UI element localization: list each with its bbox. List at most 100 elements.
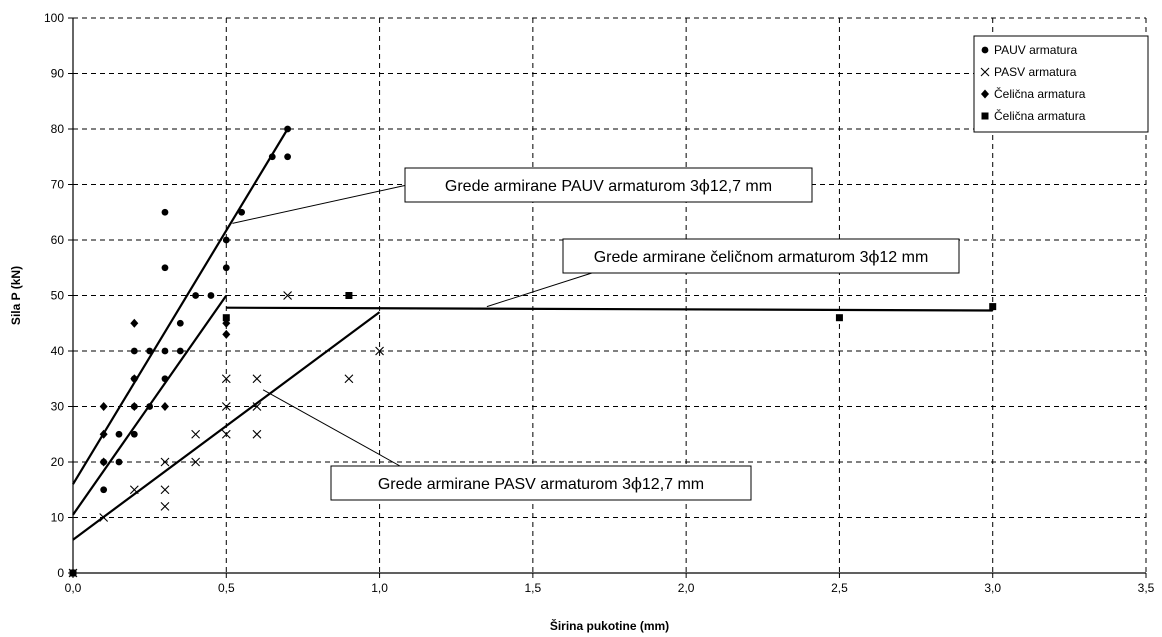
annotation-phi-symbol: ϕ	[699, 176, 710, 195]
data-point-circle	[161, 347, 169, 355]
data-point-circle	[284, 125, 291, 133]
data-point-circle	[146, 403, 154, 410]
data-point-diamond	[99, 457, 108, 467]
data-point-x	[191, 429, 201, 439]
annotation-text-after: 12,7 mm	[710, 178, 772, 195]
annotation-text-before: Grede armirane PAUV armaturom 3	[445, 178, 699, 195]
x-tick-label: 1,5	[525, 581, 542, 595]
x-marker-stroke	[221, 429, 231, 439]
annotation-box	[330, 465, 752, 501]
data-point-x	[160, 502, 170, 511]
data-point-x	[252, 429, 262, 439]
annotation-text-before: Grede armirane čeličnom armaturom 3	[594, 249, 869, 266]
data-point-square	[222, 314, 230, 322]
data-point-circle	[284, 153, 291, 161]
data-point-circle	[161, 208, 169, 216]
annotation-box	[404, 167, 813, 203]
annotation-text-after: 12,7 mm	[642, 476, 704, 493]
x-tick-label: 2,0	[678, 581, 695, 595]
x-tick-label: 3,0	[984, 581, 1001, 595]
data-point-circle	[238, 208, 246, 216]
legend: PAUV armatura PASV armatura Čelična armatu…	[973, 35, 1149, 133]
x-marker-stroke	[283, 291, 292, 300]
y-tick-label: 100	[44, 11, 64, 25]
x-marker-stroke	[160, 502, 170, 511]
annotation-text-after: 12 mm	[879, 249, 928, 266]
data-point-x	[283, 291, 292, 300]
annotation-phi-symbol: ϕ	[868, 247, 879, 266]
x-marker-stroke	[160, 457, 170, 467]
x-tick-label: 3,5	[1138, 581, 1155, 595]
x-marker-stroke	[160, 485, 170, 495]
x-marker-stroke	[99, 513, 109, 522]
annotation-label: Grede armirane PAUV armaturom 3ϕ12,7 mm	[445, 176, 772, 195]
x-marker-stroke	[252, 429, 262, 439]
data-point-circle	[268, 153, 276, 161]
data-point-circle	[161, 264, 169, 272]
data-point-circle	[146, 347, 154, 355]
fit-line	[226, 306, 993, 312]
annotation-leader-line	[486, 271, 596, 308]
legend-marker-x	[980, 67, 990, 77]
data-point-x	[221, 374, 231, 384]
data-point-x	[344, 374, 354, 384]
x-marker-stroke	[252, 374, 262, 384]
data-point-x	[191, 457, 201, 467]
data-point-x	[160, 457, 170, 467]
x-marker-stroke	[191, 457, 201, 467]
x-marker-stroke	[191, 429, 201, 439]
y-tick-label: 50	[51, 289, 65, 303]
data-point-diamond	[130, 374, 139, 384]
data-point-circle	[176, 347, 184, 355]
data-point-diamond	[160, 402, 169, 411]
data-points	[68, 125, 997, 578]
data-point-circle	[100, 486, 108, 494]
x-tick-label: 2,5	[831, 581, 848, 595]
data-point-x	[252, 374, 262, 384]
fit-line	[72, 128, 289, 485]
y-tick-label: 30	[51, 400, 65, 414]
data-point-diamond	[222, 329, 231, 339]
data-point-x	[375, 346, 384, 356]
legend-label: PAUV armatura	[994, 43, 1077, 57]
data-point-diamond	[99, 429, 108, 439]
data-point-diamond	[99, 402, 108, 411]
data-point-x	[129, 485, 139, 495]
data-point-circle	[222, 264, 230, 272]
x-tick-label: 1,0	[371, 581, 388, 595]
legend-label: PASV armatura	[994, 65, 1077, 79]
annotation-box	[562, 238, 960, 274]
data-point-square	[835, 314, 843, 322]
y-tick-label: 20	[51, 455, 65, 469]
legend-marker-circle	[981, 46, 989, 54]
data-point-diamond	[130, 402, 139, 411]
data-point-circle	[161, 375, 169, 383]
annotations: Grede armirane PAUV armaturom 3ϕ12,7 mmG…	[232, 167, 960, 501]
annotation-leader-line	[232, 184, 408, 224]
data-point-x	[252, 402, 262, 411]
x-marker-stroke	[252, 402, 262, 411]
annotation-label: Grede armirane čeličnom armaturom 3ϕ12 m…	[594, 247, 929, 266]
annotation-text-before: Grede armirane PASV armaturom 3	[378, 476, 631, 493]
data-point-x	[221, 429, 231, 439]
data-point-circle	[192, 292, 200, 299]
x-marker-stroke	[129, 485, 139, 495]
legend-marker-square	[981, 112, 989, 120]
data-point-square	[345, 292, 353, 299]
y-tick-label: 80	[51, 122, 65, 136]
data-point-circle	[176, 319, 184, 327]
legend-marker-diamond	[981, 89, 989, 99]
data-point-diamond	[130, 318, 139, 328]
x-marker-stroke	[375, 346, 384, 356]
fit-line	[72, 311, 381, 541]
y-tick-label: 70	[51, 178, 65, 192]
x-marker-stroke	[221, 374, 231, 384]
y-tick-label: 60	[51, 233, 65, 247]
y-tick-label: 40	[51, 344, 65, 358]
data-point-circle	[115, 430, 123, 438]
legend-label: Čelična armatura	[994, 108, 1086, 123]
data-point-circle	[207, 292, 215, 299]
data-point-x	[160, 485, 170, 495]
data-point-circle	[130, 430, 138, 438]
